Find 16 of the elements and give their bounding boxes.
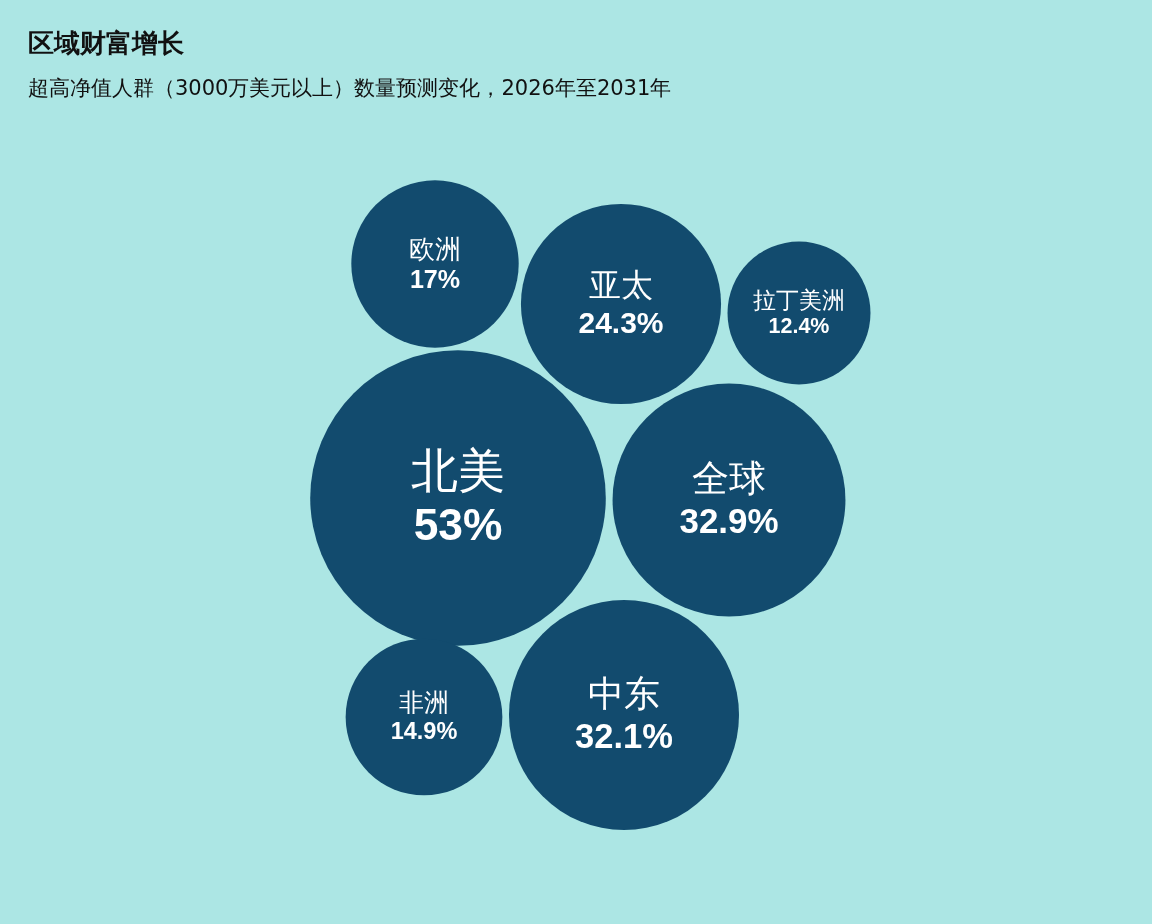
data-label: 14.9% (390, 718, 458, 745)
category-label: 欧洲 (409, 233, 461, 264)
text: 区域财富增长 (28, 27, 184, 60)
text: 超高净值人群（3000万美元以上）数量预测变化，2026年至2031年 (28, 75, 672, 102)
data-label: 53% (413, 500, 503, 550)
category-label: 拉丁美洲 (753, 286, 845, 313)
category-label: 北美 (411, 443, 505, 498)
data-label: 24.3% (578, 305, 664, 339)
data-label: 17% (409, 264, 461, 293)
category-label: 中东 (588, 672, 660, 716)
data-label: 32.1% (575, 716, 673, 755)
category-label: 亚太 (589, 267, 653, 304)
data-label: 32.9% (679, 501, 779, 541)
data-label: 12.4% (768, 314, 830, 339)
category-label: 全球 (692, 457, 766, 501)
category-label: 非洲 (399, 688, 449, 718)
